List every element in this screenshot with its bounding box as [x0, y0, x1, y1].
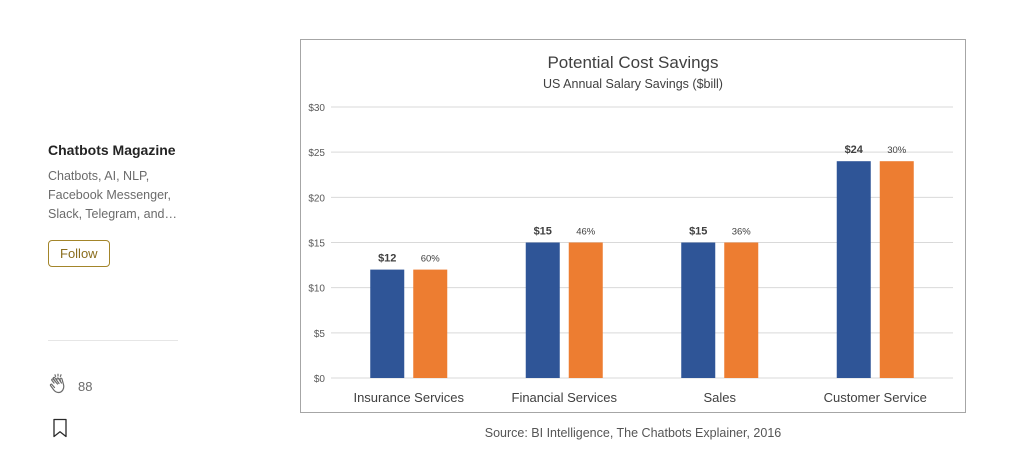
data-label: 36% [732, 227, 752, 238]
x-tick-label: Financial Services [512, 390, 618, 405]
bar [879, 161, 914, 378]
bar [681, 242, 716, 378]
bar [836, 161, 871, 378]
clap-count: 88 [78, 379, 93, 394]
bar [413, 269, 448, 378]
publication-description: Chatbots, AI, NLP, Facebook Messenger, S… [48, 169, 177, 221]
data-label: $12 [378, 253, 396, 265]
bar [525, 242, 560, 378]
data-label: $24 [845, 144, 864, 156]
chart-title: Potential Cost Savings [547, 53, 718, 72]
data-label: 30% [887, 145, 907, 156]
data-label: 60% [421, 254, 441, 265]
clap-button[interactable]: 88 [48, 372, 92, 401]
x-tick-label: Sales [703, 390, 736, 405]
bar [724, 242, 759, 378]
y-tick-label: $25 [308, 148, 325, 159]
data-label: $15 [534, 226, 552, 238]
bar [370, 269, 405, 378]
y-tick-label: $20 [308, 193, 325, 204]
publication-sidebar: Chatbots Magazine Chatbots, AI, NLP, Fac… [48, 140, 178, 267]
figure-caption: Source: BI Intelligence, The Chatbots Ex… [484, 426, 782, 440]
data-label: 46% [576, 227, 596, 238]
chart-subtitle: US Annual Salary Savings ($bill) [543, 77, 723, 91]
y-tick-label: $30 [308, 103, 325, 114]
follow-button[interactable]: Follow [48, 240, 110, 267]
x-tick-label: Customer Service [824, 390, 927, 405]
y-tick-label: $15 [308, 239, 325, 250]
y-tick-label: $5 [314, 329, 326, 340]
bar [568, 242, 603, 378]
publication-name[interactable]: Chatbots Magazine [48, 142, 176, 158]
x-tick-label: Insurance Services [353, 390, 464, 405]
y-tick-label: $10 [308, 284, 325, 295]
y-tick-label: $0 [314, 374, 326, 385]
bookmark-icon[interactable] [52, 418, 68, 442]
cost-savings-chart: Potential Cost Savings US Annual Salary … [308, 53, 953, 405]
data-label: $15 [689, 226, 707, 238]
divider [48, 340, 178, 341]
clap-icon[interactable] [48, 372, 70, 401]
bookmark-button[interactable] [52, 418, 68, 443]
chart-figure: Potential Cost Savings US Annual Salary … [300, 39, 966, 413]
